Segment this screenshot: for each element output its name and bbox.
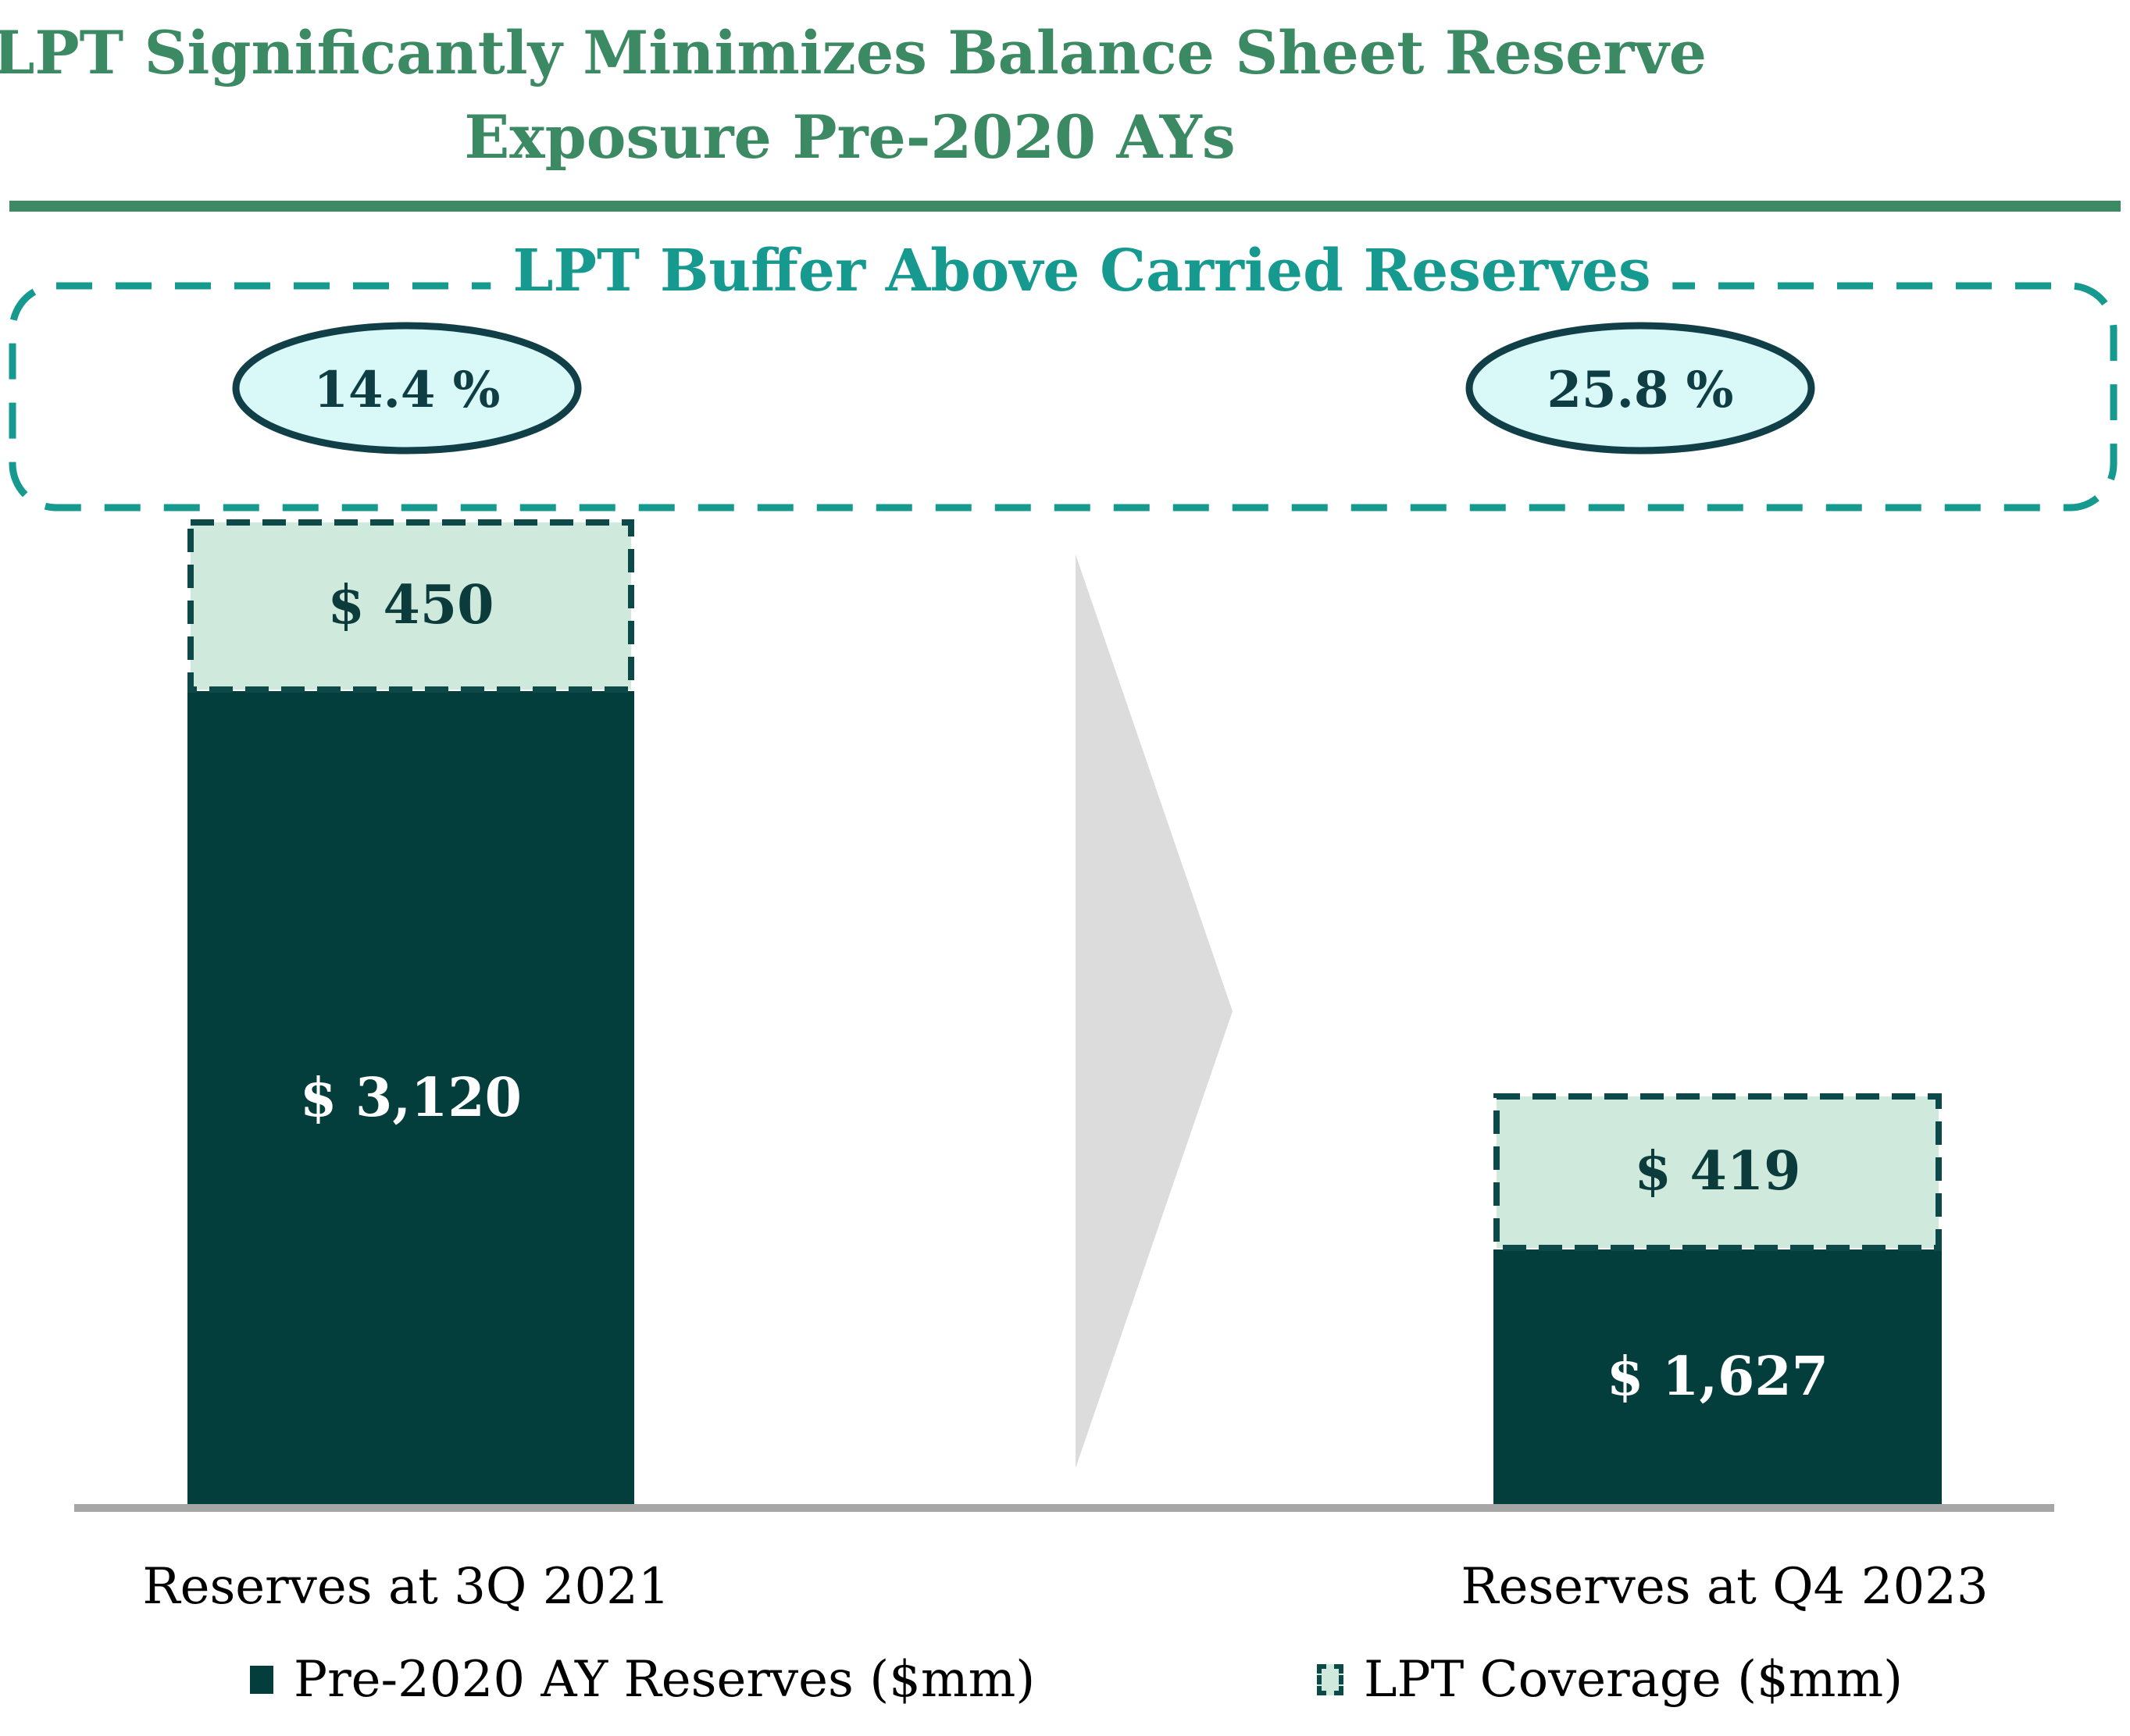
buffer-oval-left: [232, 322, 582, 454]
legend-swatch-coverage: [1317, 1664, 1343, 1695]
x-axis-label-2021: Reserves at 3Q 2021: [142, 1558, 670, 1616]
bar-2021-coverage-segment: [187, 519, 634, 693]
label-2021-reserves: $ 3,120: [300, 1066, 522, 1129]
bar-2021-reserves-segment: [187, 691, 634, 1504]
legend-item-reserves: Pre-2020 AY Reserves ($mm): [250, 1651, 1035, 1709]
buffer-pct-left: 14.4 %: [313, 361, 501, 419]
buffer-pct-right: 25.8 %: [1547, 361, 1734, 419]
legend-item-coverage: LPT Coverage ($mm): [1317, 1651, 1903, 1709]
buffer-callout-box: [9, 282, 2118, 512]
x-axis-line: [74, 1504, 2054, 1512]
legend-label-reserves: Pre-2020 AY Reserves ($mm): [294, 1651, 1036, 1709]
bar-2023-reserves-segment: [1493, 1249, 1942, 1504]
label-2021-coverage: $ 450: [327, 574, 494, 636]
legend-label-coverage: LPT Coverage ($mm): [1364, 1651, 1903, 1709]
label-2023-reserves: $ 1,627: [1607, 1346, 1829, 1408]
title-divider-rule: [9, 201, 2121, 212]
page-title-line2: Exposure Pre-2020 AYs: [464, 102, 1236, 172]
bar-2023-coverage-segment: [1493, 1093, 1942, 1251]
page-title-line1: LPT Significantly Minimizes Balance Shee…: [0, 18, 1707, 87]
buffer-box-heading: LPT Buffer Above Carried Reserves: [491, 234, 1673, 308]
arrow-right-icon: [1076, 554, 1233, 1468]
x-axis-label-2023: Reserves at Q4 2023: [1461, 1558, 1989, 1616]
buffer-oval-right: [1465, 322, 1815, 454]
legend-swatch-reserves: [250, 1666, 273, 1694]
label-2023-coverage: $ 419: [1634, 1140, 1801, 1203]
page-title: LPT Significantly Minimizes Balance Shee…: [0, 11, 1707, 180]
